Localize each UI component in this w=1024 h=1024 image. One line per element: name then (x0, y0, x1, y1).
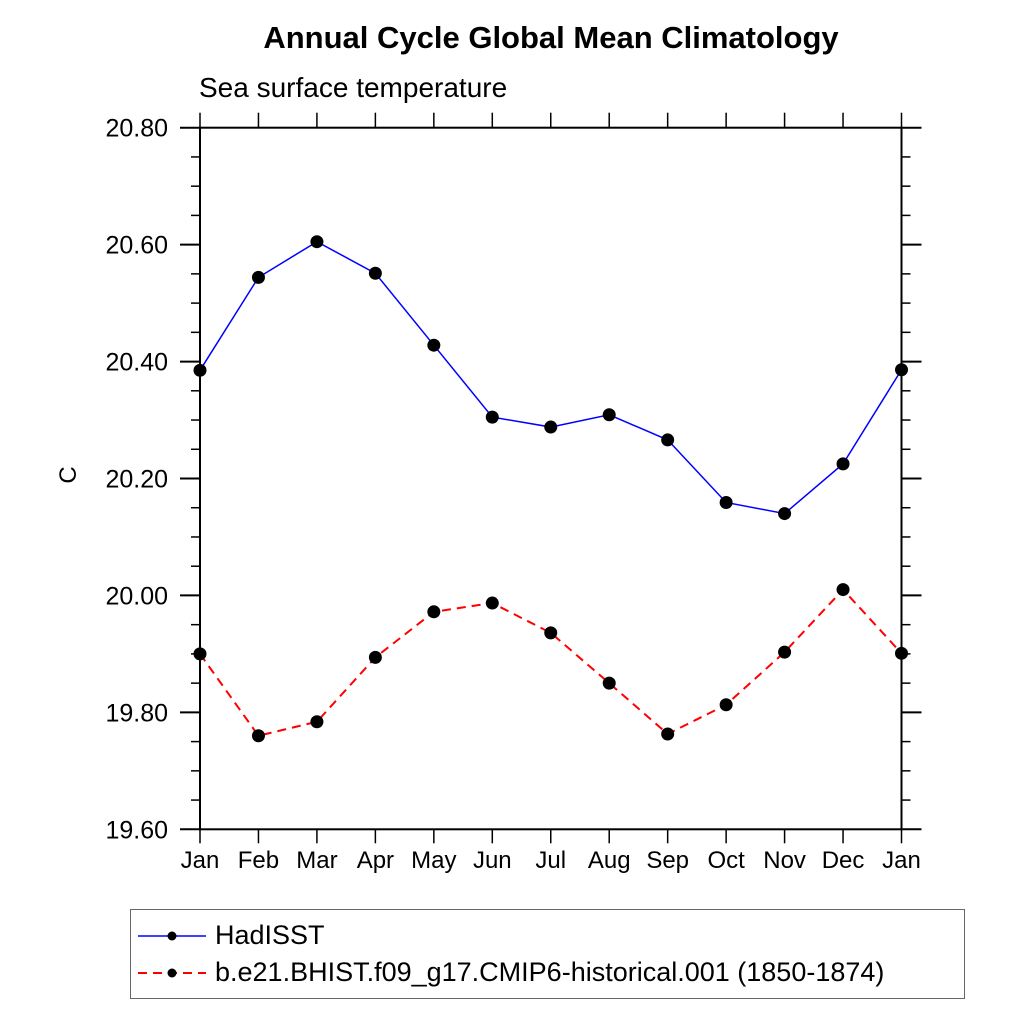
x-tick-label: Oct (707, 847, 745, 874)
data-point-series-1 (602, 676, 616, 690)
data-point-series-0 (368, 266, 382, 280)
data-point-series-0 (485, 410, 499, 424)
chart-title: Annual Cycle Global Mean Climatology (263, 20, 839, 55)
legend-item-hadisst: HadISST (136, 917, 964, 954)
data-point-series-1 (778, 645, 792, 659)
data-point-series-0 (778, 507, 792, 521)
y-tick-label: 20.00 (105, 582, 168, 610)
y-tick-label: 20.40 (105, 349, 168, 377)
x-tick-label: Aug (588, 847, 631, 874)
x-tick-label: Jul (535, 847, 566, 874)
data-point-series-1 (544, 626, 558, 640)
series-line-0 (199, 240, 903, 515)
data-point-series-0 (602, 408, 616, 422)
data-point-series-0 (719, 495, 733, 509)
x-tick-label: May (411, 847, 456, 874)
y-tick-label: 20.60 (105, 232, 168, 260)
data-point-series-1 (661, 727, 675, 741)
x-tick-label: Sep (646, 847, 689, 874)
data-point-series-0 (310, 235, 324, 249)
data-point-series-1 (895, 646, 908, 660)
legend-marker-icon (167, 931, 177, 940)
chart-subtitle: Sea surface temperature (199, 72, 508, 103)
data-point-series-0 (895, 363, 908, 377)
legend-label-model: b.e21.BHIST.f09_g17.CMIP6-historical.001… (215, 957, 885, 987)
data-point-series-1 (427, 605, 441, 619)
data-point-series-1 (836, 583, 850, 597)
x-tick-label: Nov (763, 847, 806, 874)
x-tick-label: Jan (181, 847, 220, 874)
data-point-series-0 (836, 457, 850, 471)
x-tick-label: Jun (473, 847, 512, 874)
data-point-series-1 (485, 596, 499, 610)
data-point-series-0 (544, 420, 558, 434)
y-tick-label: 20.20 (105, 466, 168, 494)
x-tick-label: Feb (238, 847, 279, 874)
y-tick-label: 20.80 (105, 115, 168, 143)
legend-marker-icon (167, 968, 177, 977)
data-point-series-0 (661, 433, 675, 447)
x-tick-label: Dec (822, 847, 865, 874)
data-point-series-1 (719, 698, 733, 712)
legend-line-sample-solid (138, 931, 206, 940)
data-point-series-1 (310, 715, 324, 729)
y-tick-label: 19.80 (105, 699, 168, 727)
x-tick-label: Jan (882, 847, 921, 874)
data-point-series-0 (427, 338, 441, 352)
data-point-series-0 (193, 363, 207, 377)
plot-frame (199, 126, 903, 831)
legend-item-model: b.e21.BHIST.f09_g17.CMIP6-historical.001… (136, 954, 964, 991)
legend-line-sample-dashed (138, 968, 206, 977)
data-point-series-1 (368, 650, 382, 664)
data-point-series-1 (251, 729, 265, 743)
legend: HadISST b.e21.BHIST.f09_g17.CMIP6-histor… (130, 909, 965, 999)
x-tick-label: Apr (357, 847, 394, 874)
legend-label-hadisst: HadISST (215, 920, 325, 950)
x-tick-label: Mar (296, 847, 337, 874)
data-point-series-0 (251, 270, 265, 284)
y-tick-label: 19.60 (105, 816, 168, 844)
data-point-series-1 (193, 647, 207, 661)
series-line-1 (199, 588, 903, 737)
